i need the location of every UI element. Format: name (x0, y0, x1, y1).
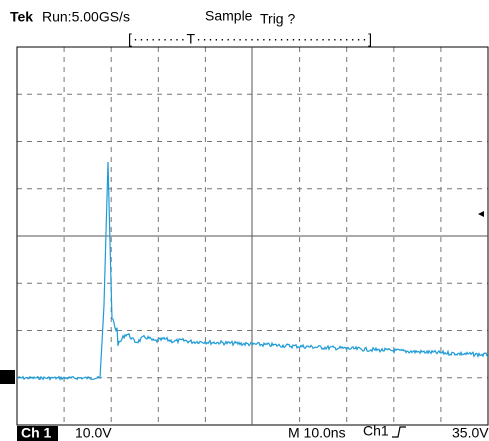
trigger-level: 35.0V (452, 425, 489, 441)
graticule (17, 47, 488, 425)
ground-marker (0, 370, 15, 384)
trigger-slope (392, 426, 406, 438)
record-view: [·········T·····························… (128, 31, 372, 47)
waveform (16, 161, 489, 381)
channel-badge (17, 426, 58, 441)
run-status: Run:5.00GS/s (42, 9, 130, 25)
volts-per-div: 10.0V (75, 425, 112, 441)
trigger-status: Trig ? (260, 11, 295, 27)
brand: Tek (10, 9, 33, 25)
trigger-source: Ch1 (363, 423, 389, 439)
channel-label: Ch 1 (21, 425, 52, 441)
timebase: M 10.0ns (288, 425, 346, 441)
trigger-level-marker (478, 211, 484, 217)
acq-mode: Sample (205, 8, 253, 24)
